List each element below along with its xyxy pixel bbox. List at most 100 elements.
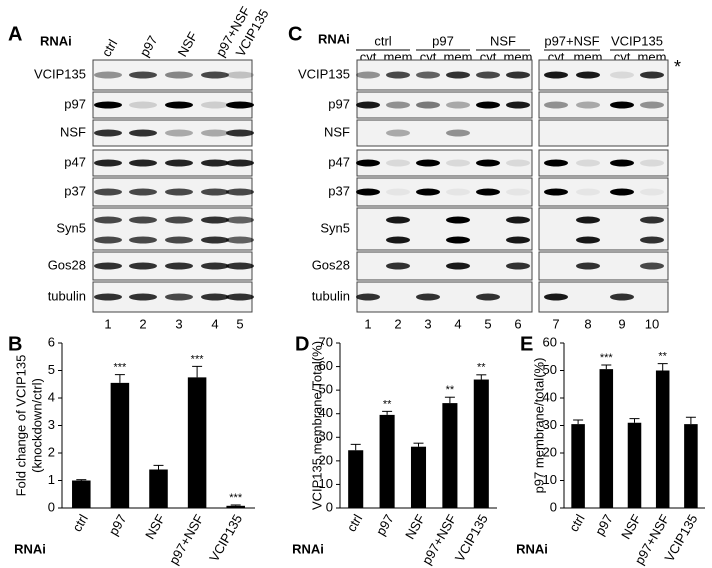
y-tick-label: 50: [543, 362, 557, 377]
blot-band: [506, 236, 530, 244]
blot-band: [94, 159, 122, 167]
bar: [226, 505, 245, 508]
bar: [599, 369, 614, 508]
panel-letter: E: [520, 333, 533, 355]
blot-band: [446, 262, 470, 270]
column-label: ctrl: [99, 37, 121, 60]
lane-number: 2: [394, 316, 401, 331]
group-label: p97: [432, 33, 454, 48]
blot-band: [576, 236, 600, 244]
lane-number: 6: [514, 316, 521, 331]
y-axis-label: p97 membrane/total(%): [531, 358, 546, 494]
error-bar: [444, 396, 455, 404]
blot-band: [506, 216, 530, 224]
row-label: p37: [64, 183, 86, 198]
blot-band: [386, 236, 410, 244]
row-label: VCIP135: [34, 66, 86, 81]
bar: [410, 446, 427, 508]
blot-box: [356, 119, 533, 147]
lane-number: 8: [584, 316, 591, 331]
lane-number: 10: [645, 316, 659, 331]
blot-band: [544, 159, 568, 167]
blot-box: [538, 207, 669, 251]
rnai-label: RNAi: [40, 33, 72, 48]
x-axis-label: RNAi: [516, 541, 548, 556]
error-bar: [350, 443, 361, 451]
error-bar: [192, 365, 203, 378]
blot-band: [226, 129, 254, 137]
error-bar: [685, 416, 696, 425]
bar: [110, 382, 130, 508]
blot-band: [610, 188, 634, 196]
y-tick-label: 60: [319, 358, 333, 373]
y-tick-label: 0: [550, 499, 557, 514]
blot-band: [610, 159, 634, 167]
blot-band: [165, 293, 193, 301]
row-label: p47: [328, 154, 350, 169]
blot-box: [356, 177, 533, 207]
blot-band: [544, 71, 568, 79]
error-bar: [153, 464, 164, 470]
y-tick-label: 5: [48, 362, 55, 377]
row-label: Gos28: [48, 257, 86, 272]
y-tick-label: 70: [319, 334, 333, 349]
y-axis-label: (knockdown/ctrl): [29, 378, 44, 473]
bar: [187, 377, 207, 508]
blot-box: [538, 281, 669, 313]
error-bar: [657, 363, 668, 371]
column-label: NSF: [175, 29, 201, 59]
blot-band: [165, 262, 193, 270]
y-tick-label: 60: [543, 334, 557, 349]
y-tick-label: 50: [319, 382, 333, 397]
row-label: NSF: [324, 124, 350, 139]
blot-box: [538, 91, 669, 119]
blot-band: [94, 188, 122, 196]
blot-band: [476, 71, 500, 79]
blot-box: [356, 207, 533, 251]
blot-band: [165, 188, 193, 196]
x-axis-label: RNAi: [14, 541, 46, 556]
y-tick-label: 30: [543, 417, 557, 432]
blot-band: [386, 262, 410, 270]
panel-letter: C: [288, 23, 302, 45]
blot-band: [416, 101, 440, 109]
lane-number: 3: [424, 316, 431, 331]
blot-band: [129, 101, 157, 109]
blot-band: [446, 129, 470, 137]
bar: [655, 370, 670, 508]
blot-box: [538, 119, 669, 147]
row-label: p97: [64, 96, 86, 111]
blot-band: [416, 293, 440, 301]
lane-number: 1: [364, 316, 371, 331]
group-label: p97+NSF: [544, 33, 599, 48]
group-label: ctrl: [374, 33, 391, 48]
blot-band: [576, 71, 600, 79]
blot-band: [610, 293, 634, 301]
significance: ***: [191, 353, 205, 365]
x-tick-label: ctrl: [344, 512, 366, 535]
y-tick-label: 6: [48, 334, 55, 349]
y-tick-label: 2: [48, 444, 55, 459]
blot-band: [356, 159, 380, 167]
significance: **: [658, 351, 667, 363]
group-label: VCIP135: [611, 33, 663, 48]
blot-band: [94, 71, 122, 79]
blot-band: [356, 71, 380, 79]
significance: **: [446, 384, 455, 396]
row-label: p37: [328, 183, 350, 198]
panel-letter: D: [295, 333, 309, 355]
blot-band: [226, 262, 254, 270]
blot-box: [356, 91, 533, 119]
blot-band: [506, 262, 530, 270]
error-bar: [76, 479, 87, 481]
blot-band: [356, 101, 380, 109]
blot-band: [386, 129, 410, 137]
blot-band: [446, 188, 470, 196]
blot-band: [506, 159, 530, 167]
significance: ***: [600, 352, 614, 364]
y-tick-label: 30: [319, 429, 333, 444]
blot-band: [640, 236, 664, 244]
y-tick-label: 40: [543, 389, 557, 404]
blot-band: [201, 262, 229, 270]
blot-band: [610, 71, 634, 79]
